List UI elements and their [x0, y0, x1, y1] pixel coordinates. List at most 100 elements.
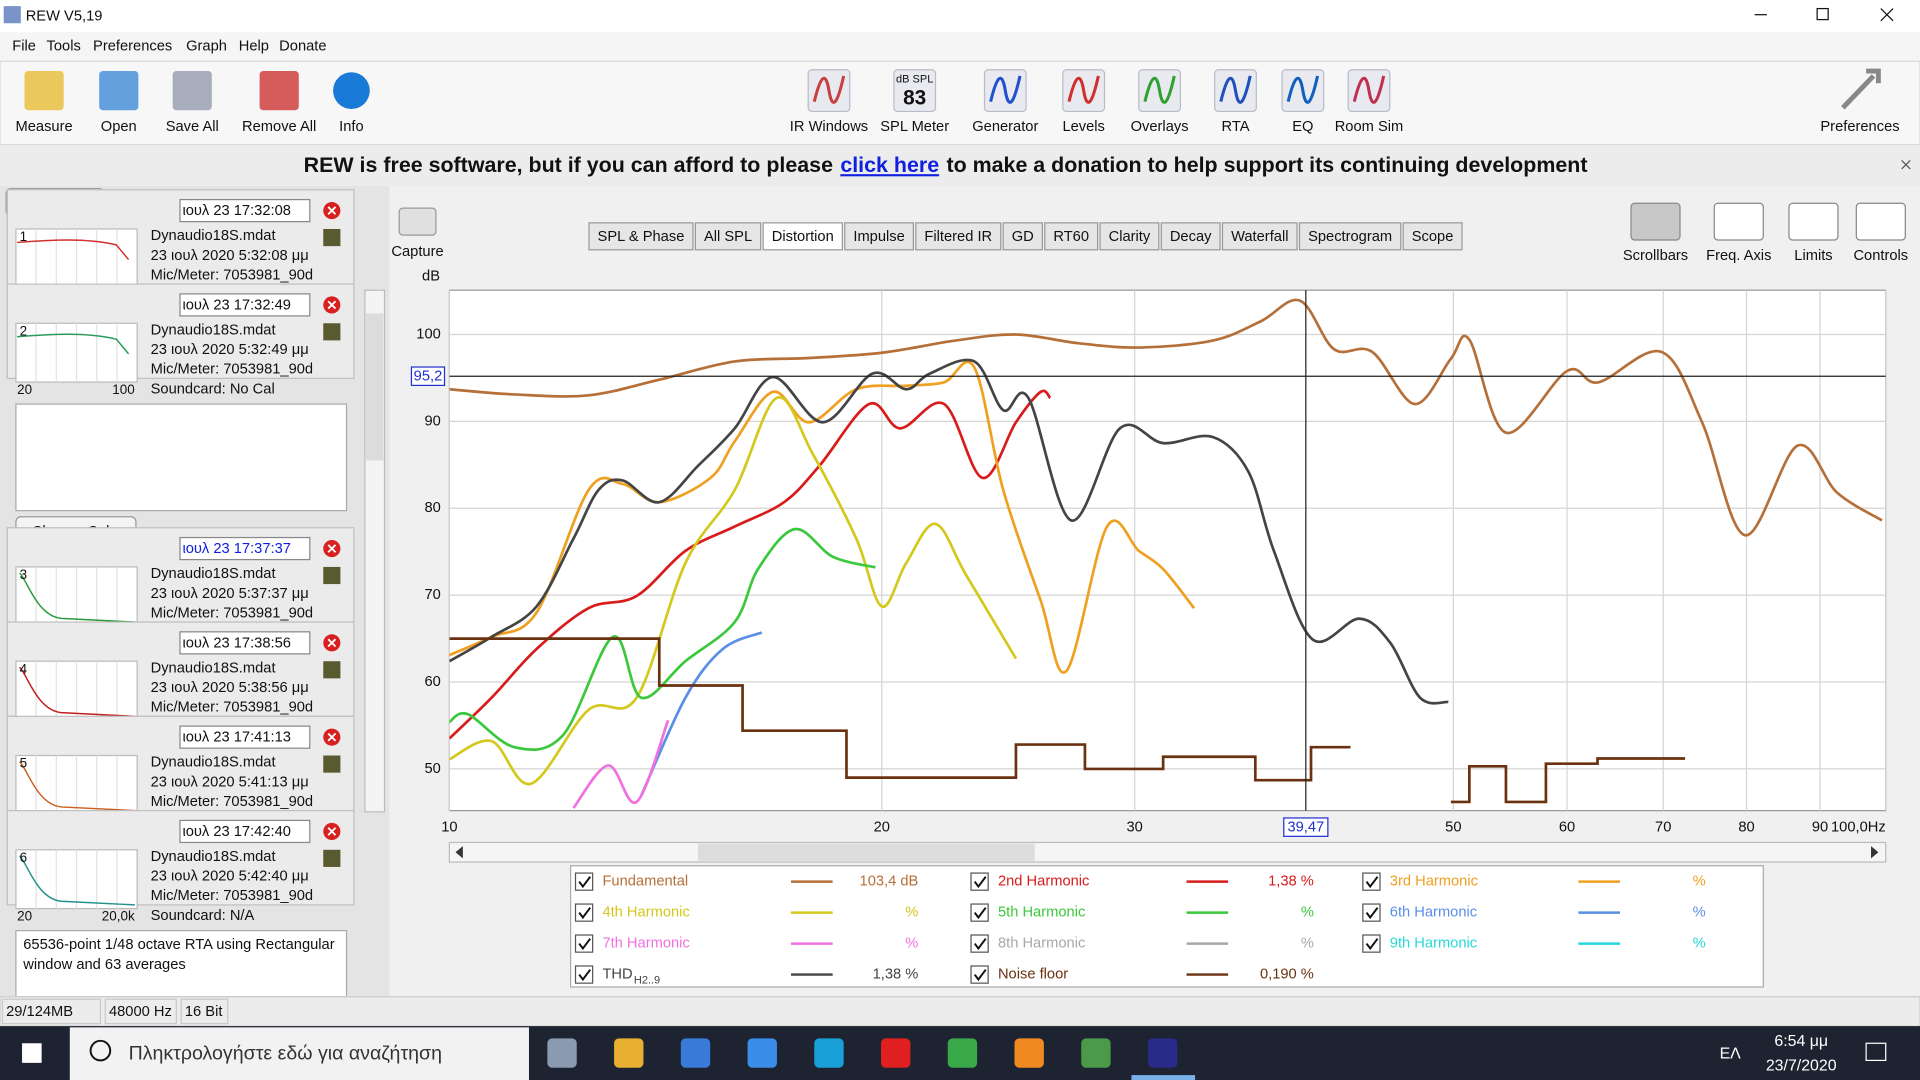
x-scrollbar[interactable] — [448, 841, 1887, 863]
search-box[interactable] — [69, 1027, 529, 1080]
toolbar-label[interactable]: Levels — [1062, 119, 1104, 135]
graph-tab-label[interactable]: RT60 — [1053, 229, 1089, 245]
graph-tool-icon[interactable] — [1630, 202, 1681, 241]
toolbar-label[interactable]: Remove All — [242, 119, 316, 135]
toolbar-label[interactable]: Measure — [16, 119, 73, 135]
measurement-time-field[interactable] — [179, 819, 311, 844]
close-button[interactable] — [1880, 8, 1894, 22]
graph-tab[interactable] — [1099, 222, 1160, 251]
toolbar-label[interactable]: EQ — [1292, 119, 1313, 135]
graph-tool-label[interactable]: Scrollbars — [1623, 248, 1688, 264]
legend-checkbox[interactable] — [574, 903, 594, 922]
measurement-time[interactable]: ιουλ 23 17:38:56 — [182, 635, 290, 651]
taskbar-app[interactable] — [1014, 1038, 1044, 1068]
measurement-time-field[interactable] — [179, 631, 311, 655]
clock-date[interactable]: 23/7/2020 — [1766, 1058, 1837, 1075]
toolbar-label[interactable]: IR Windows — [790, 119, 868, 135]
measurement-time-field[interactable] — [179, 198, 311, 223]
language-indicator[interactable]: ΕΛ — [1720, 1045, 1742, 1062]
graph-tab-label[interactable]: Spectrogram — [1308, 229, 1392, 245]
sidebar-scroll-thumb[interactable] — [366, 313, 384, 461]
graph-tab[interactable] — [1002, 222, 1043, 251]
measurement-time[interactable]: ιουλ 23 17:41:13 — [182, 730, 290, 746]
graph-tab[interactable] — [1160, 222, 1221, 251]
taskbar-app[interactable] — [881, 1038, 911, 1068]
legend-checkbox[interactable] — [1362, 934, 1381, 953]
measurement-time[interactable]: ιουλ 23 17:42:40 — [182, 824, 290, 840]
graph-tool-label[interactable]: Controls — [1853, 248, 1908, 264]
graph-tab-label[interactable]: Decay — [1170, 229, 1212, 245]
graph-tool-label[interactable]: Limits — [1794, 248, 1832, 264]
graph-tab[interactable] — [762, 222, 843, 251]
taskbar-app[interactable] — [747, 1038, 777, 1068]
measurement-time[interactable]: ιουλ 23 17:37:37 — [182, 541, 290, 557]
legend-checkbox[interactable] — [574, 872, 594, 891]
search-placeholder[interactable]: Πληκτρολογήστε εδώ για αναζήτηση — [129, 1042, 442, 1064]
measurement-time-field[interactable] — [179, 725, 311, 749]
menu-item[interactable]: Donate — [279, 38, 326, 54]
graph-tab[interactable] — [1044, 222, 1099, 251]
toolbar-label[interactable]: SPL Meter — [880, 119, 949, 135]
taskbar-app[interactable] — [1147, 1038, 1178, 1068]
graph-tab[interactable] — [694, 222, 762, 251]
graph-tool-icon[interactable] — [1855, 202, 1906, 241]
menu-item[interactable]: File — [12, 38, 36, 54]
measurement-time[interactable]: ιουλ 23 17:32:49 — [182, 297, 290, 313]
graph-tool-icon[interactable] — [1788, 202, 1839, 241]
graph-tab[interactable] — [1298, 222, 1402, 251]
toolbar-label[interactable]: Open — [101, 119, 137, 135]
start-button[interactable] — [22, 1043, 42, 1063]
menu-item[interactable]: Tools — [47, 38, 81, 54]
graph-tab-label[interactable]: Waterfall — [1231, 229, 1288, 245]
graph-tool-label[interactable]: Freq. Axis — [1706, 248, 1771, 264]
legend-checkbox[interactable] — [574, 934, 594, 953]
legend-checkbox[interactable] — [970, 965, 989, 984]
legend-checkbox[interactable] — [574, 965, 594, 984]
taskbar-app[interactable] — [614, 1038, 644, 1068]
taskbar-app[interactable] — [814, 1038, 844, 1068]
banner-link[interactable]: click here — [840, 153, 939, 177]
measurement-time-field[interactable] — [179, 293, 311, 317]
scroll-thumb[interactable] — [697, 843, 1035, 861]
menu-item[interactable]: Help — [239, 38, 269, 54]
graph-tab-label[interactable]: Distortion — [772, 229, 834, 245]
toolbar-label[interactable]: RTA — [1221, 119, 1249, 135]
taskbar-app[interactable] — [947, 1038, 978, 1068]
taskbar-app[interactable] — [1081, 1038, 1111, 1068]
measurement-time[interactable]: ιουλ 23 17:32:08 — [182, 203, 290, 219]
legend-checkbox[interactable] — [970, 903, 989, 922]
graph-tab[interactable] — [1221, 222, 1298, 251]
capture-icon[interactable] — [398, 207, 437, 236]
graph-tab-label[interactable]: Clarity — [1109, 229, 1151, 245]
restore-button[interactable] — [1816, 7, 1829, 21]
menu-item[interactable]: Graph — [186, 38, 227, 54]
legend-checkbox[interactable] — [1362, 903, 1381, 922]
graph-tab-label[interactable]: Impulse — [853, 229, 904, 245]
menu-item[interactable]: Preferences — [93, 38, 172, 54]
toolbar-label[interactable]: Generator — [972, 119, 1038, 135]
legend-checkbox[interactable] — [970, 872, 989, 891]
graph-tab-label[interactable]: Scope — [1412, 229, 1454, 245]
graph-tab-label[interactable]: Filtered IR — [924, 229, 992, 245]
taskbar-app[interactable] — [547, 1038, 577, 1068]
graph-tab[interactable] — [1402, 222, 1463, 251]
measurement-time-field[interactable] — [179, 536, 311, 561]
notification-icon[interactable] — [1865, 1042, 1887, 1062]
capture-label[interactable]: Capture — [391, 244, 443, 260]
toolbar-label[interactable]: Save All — [166, 119, 219, 135]
graph-tab-label[interactable]: All SPL — [704, 229, 752, 245]
taskbar-app[interactable] — [680, 1038, 711, 1068]
graph-tab-label[interactable]: SPL & Phase — [598, 229, 685, 245]
banner-close[interactable] — [1901, 159, 1911, 170]
legend-checkbox[interactable] — [1362, 872, 1381, 891]
graph-tab[interactable] — [844, 222, 914, 251]
legend-checkbox[interactable] — [970, 934, 989, 953]
graph-tab-label[interactable]: GD — [1012, 229, 1034, 245]
toolbar-label[interactable]: Preferences — [1820, 119, 1899, 135]
graph-tab[interactable] — [588, 222, 694, 251]
toolbar-label[interactable]: Room Sim — [1335, 119, 1404, 135]
graph-tool-icon[interactable] — [1713, 202, 1764, 241]
clock-time[interactable]: 6:54 μμ — [1774, 1033, 1828, 1050]
toolbar-label[interactable]: Overlays — [1131, 119, 1189, 135]
toolbar-label[interactable]: Info — [339, 119, 364, 135]
